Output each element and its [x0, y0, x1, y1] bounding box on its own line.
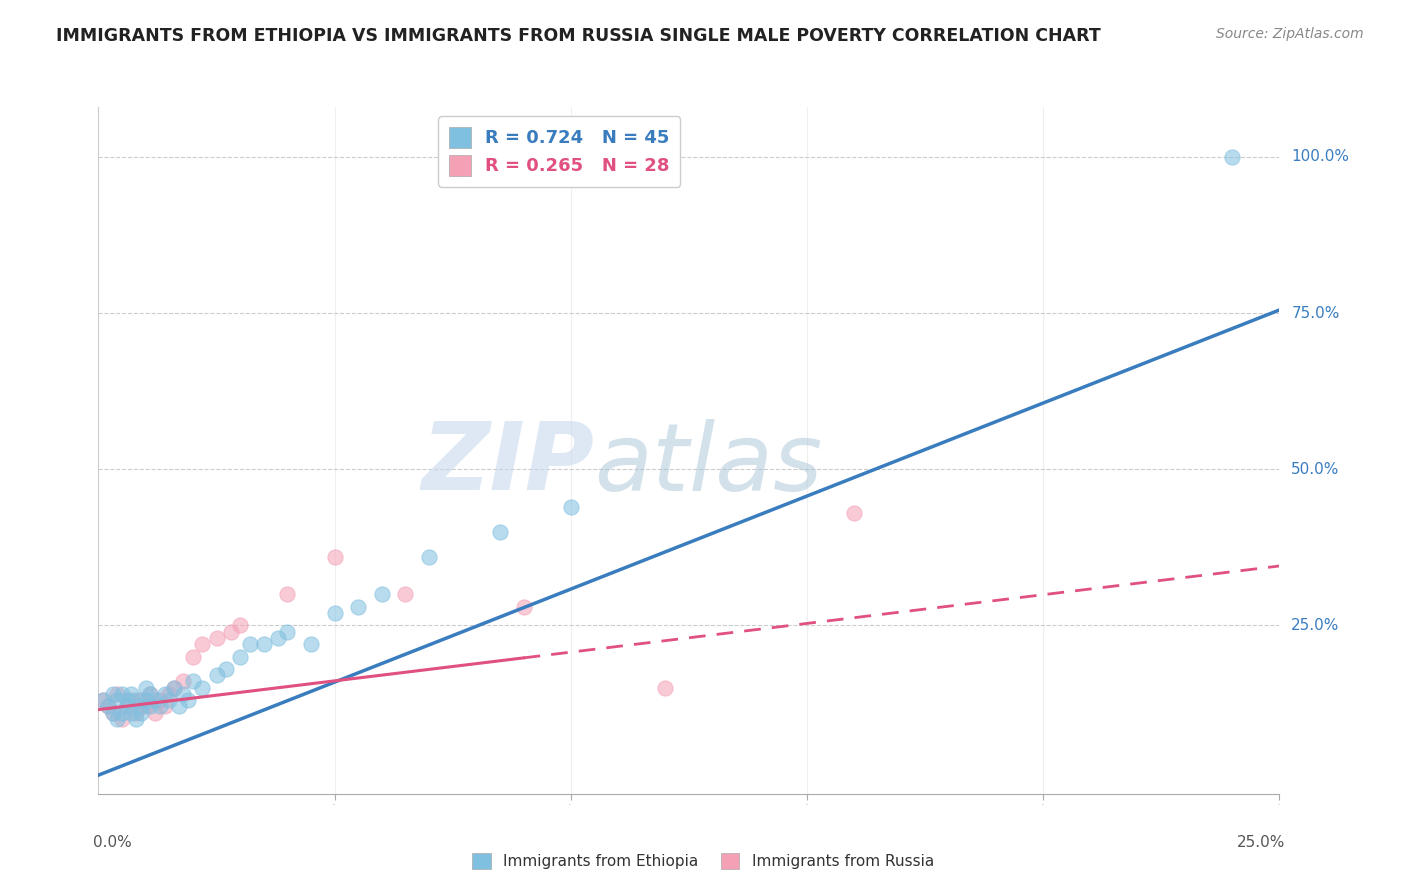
Point	[654, 681, 676, 695]
Point	[418, 549, 440, 564]
Point	[139, 687, 162, 701]
Point	[181, 674, 204, 689]
Point	[157, 687, 180, 701]
Point	[115, 699, 138, 714]
Point	[191, 637, 214, 651]
Point	[267, 631, 290, 645]
Text: 25.0%: 25.0%	[1291, 618, 1340, 632]
Point	[172, 687, 194, 701]
Legend: R = 0.724   N = 45, R = 0.265   N = 28: R = 0.724 N = 45, R = 0.265 N = 28	[439, 116, 681, 186]
Point	[125, 706, 148, 720]
Point	[91, 693, 114, 707]
Point	[149, 699, 172, 714]
Point	[129, 699, 152, 714]
Point	[129, 706, 152, 720]
Text: Source: ZipAtlas.com: Source: ZipAtlas.com	[1216, 27, 1364, 41]
Point	[323, 606, 346, 620]
Point	[105, 712, 128, 726]
Point	[115, 699, 138, 714]
Point	[153, 699, 176, 714]
Point	[167, 699, 190, 714]
Point	[1220, 150, 1243, 164]
Point	[101, 706, 124, 720]
Point	[323, 549, 346, 564]
Point	[143, 693, 166, 707]
Text: atlas: atlas	[595, 418, 823, 509]
Point	[215, 662, 238, 676]
Point	[253, 637, 276, 651]
Point	[191, 681, 214, 695]
Point	[172, 674, 194, 689]
Y-axis label: Single Male Poverty: Single Male Poverty	[0, 375, 7, 526]
Point	[125, 712, 148, 726]
Text: 75.0%: 75.0%	[1291, 306, 1340, 320]
Point	[97, 699, 120, 714]
Point	[394, 587, 416, 601]
Text: 25.0%: 25.0%	[1237, 835, 1285, 850]
Point	[101, 687, 124, 701]
Text: ZIP: ZIP	[422, 418, 595, 510]
Point	[111, 687, 134, 701]
Text: 50.0%: 50.0%	[1291, 462, 1340, 476]
Point	[129, 693, 152, 707]
Point	[177, 693, 200, 707]
Point	[347, 599, 370, 614]
Point	[163, 681, 186, 695]
Point	[143, 706, 166, 720]
Point	[844, 506, 866, 520]
Point	[101, 706, 124, 720]
Point	[121, 706, 143, 720]
Point	[105, 687, 128, 701]
Point	[121, 687, 143, 701]
Point	[205, 668, 228, 682]
Text: 0.0%: 0.0%	[93, 835, 131, 850]
Point	[219, 624, 242, 639]
Point	[229, 649, 252, 664]
Point	[97, 699, 120, 714]
Point	[135, 699, 157, 714]
Point	[229, 618, 252, 632]
Point	[135, 681, 157, 695]
Point	[153, 687, 176, 701]
Point	[371, 587, 394, 601]
Point	[163, 681, 186, 695]
Text: 100.0%: 100.0%	[1291, 150, 1350, 164]
Point	[111, 712, 134, 726]
Point	[105, 693, 128, 707]
Point	[560, 500, 582, 514]
Point	[276, 624, 298, 639]
Text: IMMIGRANTS FROM ETHIOPIA VS IMMIGRANTS FROM RUSSIA SINGLE MALE POVERTY CORRELATI: IMMIGRANTS FROM ETHIOPIA VS IMMIGRANTS F…	[56, 27, 1101, 45]
Point	[135, 693, 157, 707]
Point	[149, 693, 172, 707]
Point	[489, 524, 512, 539]
Point	[139, 699, 162, 714]
Point	[125, 693, 148, 707]
Point	[276, 587, 298, 601]
Point	[157, 693, 180, 707]
Point	[205, 631, 228, 645]
Point	[91, 693, 114, 707]
Point	[239, 637, 262, 651]
Legend: Immigrants from Ethiopia, Immigrants from Russia: Immigrants from Ethiopia, Immigrants fro…	[467, 847, 939, 875]
Point	[181, 649, 204, 664]
Point	[121, 693, 143, 707]
Point	[115, 693, 138, 707]
Point	[512, 599, 534, 614]
Point	[139, 687, 162, 701]
Point	[299, 637, 322, 651]
Point	[111, 706, 134, 720]
